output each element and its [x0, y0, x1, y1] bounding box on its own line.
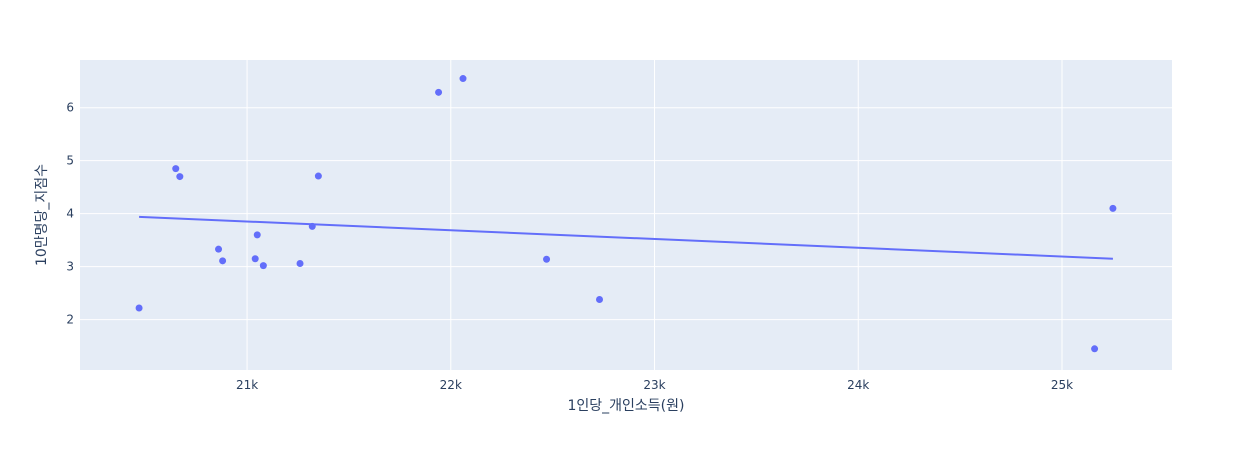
x-tick-label: 23k	[643, 378, 665, 392]
data-point	[172, 165, 180, 173]
plot-background	[80, 60, 1172, 370]
data-point	[251, 255, 259, 263]
x-tick-label: 24k	[847, 378, 869, 392]
y-tick-label: 5	[66, 154, 74, 168]
data-point	[308, 222, 316, 230]
y-axis-title: 10만명당_지점수	[34, 164, 50, 266]
y-tick-label: 2	[66, 313, 74, 327]
data-point	[253, 231, 261, 239]
x-tick-label: 25k	[1051, 378, 1073, 392]
y-tick-label: 6	[66, 101, 74, 115]
data-point	[543, 255, 551, 263]
y-axis-ticks: 2 3 4 5 6	[66, 101, 74, 327]
data-point	[135, 304, 143, 312]
x-axis-ticks: 21k 22k 23k 24k 25k	[236, 378, 1073, 392]
data-points	[135, 75, 1117, 353]
data-point	[314, 172, 322, 180]
data-point	[596, 296, 604, 304]
data-point	[459, 75, 467, 83]
data-point	[435, 88, 443, 96]
data-point	[259, 262, 267, 270]
data-point	[215, 245, 223, 253]
y-tick-label: 4	[66, 207, 74, 221]
data-point	[219, 257, 227, 265]
x-tick-label: 21k	[236, 378, 258, 392]
trendline	[139, 215, 1113, 260]
data-point	[176, 173, 184, 181]
data-point	[1109, 204, 1117, 212]
trendline-layer	[139, 215, 1113, 260]
data-point	[1091, 345, 1099, 353]
x-tick-label: 22k	[440, 378, 462, 392]
y-tick-label: 3	[66, 260, 74, 274]
data-point	[296, 259, 304, 267]
x-axis-title: 1인당_개인소득(원)	[568, 398, 685, 414]
